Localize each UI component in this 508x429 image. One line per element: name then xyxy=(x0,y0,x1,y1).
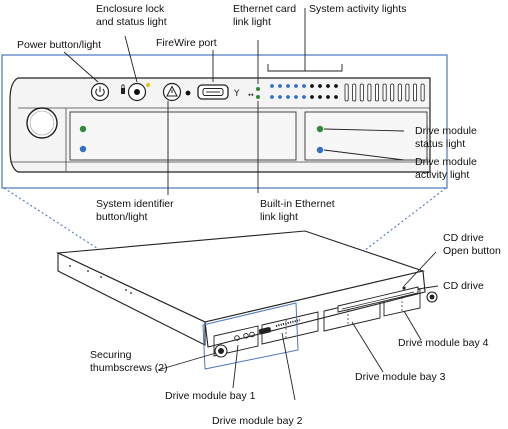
inset-frame xyxy=(1,54,448,189)
label-ethernet-card-line1: Ethernet card xyxy=(233,3,296,15)
activity-led xyxy=(286,84,290,88)
bay-outline-1 xyxy=(213,325,259,357)
drive-activity-led-left xyxy=(79,145,87,153)
bay-outline-2 xyxy=(261,311,319,345)
activity-led xyxy=(310,95,314,99)
label-drive-bay-3: Drive module bay 3 xyxy=(355,371,446,383)
label-thumbscrews-line1: Securing xyxy=(90,349,132,361)
cd-drive-slot xyxy=(337,286,419,313)
vent-slot xyxy=(397,83,402,102)
vent-slot xyxy=(390,83,395,102)
builtin-ethernet-led xyxy=(256,95,260,99)
activity-led xyxy=(294,84,298,88)
vent-slot xyxy=(344,83,349,102)
system-identifier-icon[interactable] xyxy=(162,82,191,102)
label-system-activity: System activity lights xyxy=(309,3,406,15)
activity-led xyxy=(318,84,322,88)
enlarged-front-panel: Y ↔ xyxy=(9,77,431,173)
label-drive-bay-4: Drive module bay 4 xyxy=(398,337,489,349)
label-cd-drive: CD drive xyxy=(443,280,484,292)
label-cd-open-line1: CD drive xyxy=(443,232,484,244)
label-drive-status-line1: Drive module xyxy=(415,125,477,137)
label-drive-status-line2: status light xyxy=(415,138,465,150)
activity-led xyxy=(294,95,298,99)
enclosure-lock-icon[interactable] xyxy=(121,82,150,102)
vent-slot xyxy=(374,83,379,102)
activity-led xyxy=(278,84,282,88)
drive-activity-led-right xyxy=(316,146,324,154)
label-power-button: Power button/light xyxy=(17,39,101,51)
label-builtin-ethernet-line2: link light xyxy=(260,211,298,223)
label-drive-activity-line1: Drive module xyxy=(415,156,477,168)
label-firewire-port: FireWire port xyxy=(156,37,217,49)
label-drive-bay-1: Drive module bay 1 xyxy=(165,390,256,402)
label-system-identifier-line1: System identifier xyxy=(96,198,174,210)
activity-led xyxy=(302,84,306,88)
label-enclosure-lock-line2: and status light xyxy=(96,16,167,28)
ethernet-card-led xyxy=(256,87,260,91)
vent-slot xyxy=(359,83,364,102)
label-enclosure-lock-line1: Enclosure lock xyxy=(96,3,165,15)
system-identifier-led xyxy=(185,90,191,96)
leader-lines xyxy=(63,8,439,401)
label-ethernet-card-line2: link light xyxy=(233,16,271,28)
drive-status-led-right xyxy=(316,125,324,133)
activity-led xyxy=(334,95,338,99)
server-isometric xyxy=(55,230,438,370)
firewire-symbol-icon: Y xyxy=(233,89,240,99)
vent-slot xyxy=(405,83,410,102)
drive-bay-panel-left xyxy=(69,111,297,161)
vent-slot xyxy=(420,83,425,102)
ethernet-arrows-icon: ↔ xyxy=(248,91,254,99)
cd-open-button-icon[interactable] xyxy=(402,286,406,290)
activity-led xyxy=(310,84,314,88)
firewire-port-icon[interactable] xyxy=(197,84,229,100)
activity-led xyxy=(270,84,274,88)
activity-led xyxy=(326,95,330,99)
activity-led xyxy=(318,95,322,99)
label-builtin-ethernet-line1: Built-in Ethernet xyxy=(260,198,335,210)
enclosure-status-led xyxy=(146,83,150,87)
server-highlight-frame xyxy=(202,302,299,370)
label-system-identifier-line2: button/light xyxy=(96,211,147,223)
system-activity-lights xyxy=(270,84,338,99)
label-drive-activity-line2: activity light xyxy=(415,169,469,181)
vent-slot xyxy=(412,83,417,102)
label-drive-bay-2: Drive module bay 2 xyxy=(212,415,303,427)
activity-led xyxy=(326,84,330,88)
vent-slot xyxy=(367,83,372,102)
label-thumbscrews-line2: thumbscrews (2) xyxy=(90,362,168,374)
label-cd-open-line2: Open button xyxy=(443,245,501,257)
activity-led xyxy=(286,95,290,99)
vent-slot xyxy=(382,83,387,102)
vent-slot xyxy=(352,83,357,102)
activity-led xyxy=(278,95,282,99)
activity-led xyxy=(302,95,306,99)
drive-bay-panel-right xyxy=(304,111,428,161)
activity-led xyxy=(334,84,338,88)
activity-led xyxy=(270,95,274,99)
drive-status-led-left xyxy=(79,125,87,133)
ventilation-slots xyxy=(344,83,425,102)
thumbscrew-knob xyxy=(26,107,58,139)
